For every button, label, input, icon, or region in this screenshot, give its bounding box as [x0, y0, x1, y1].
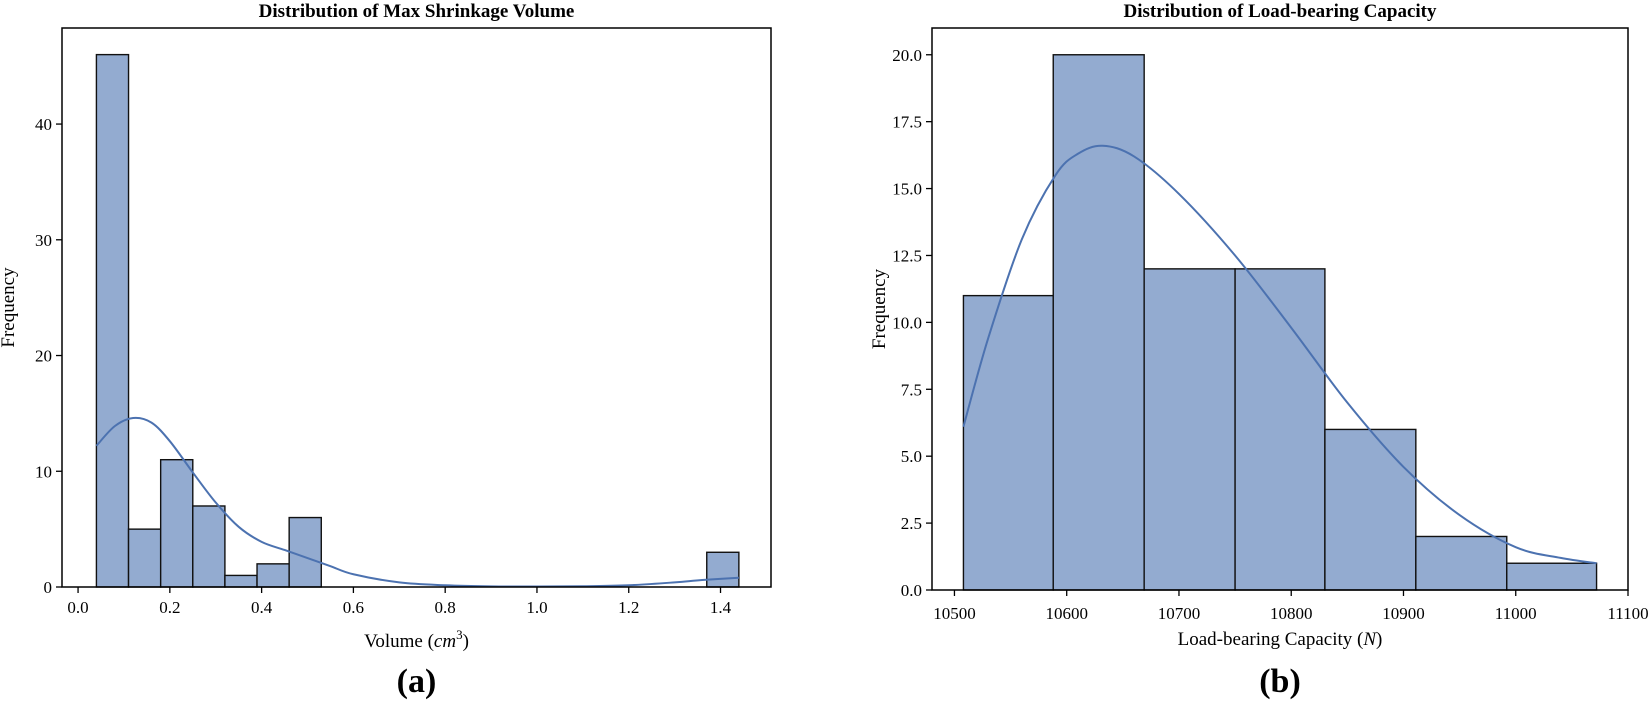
x-tick-label: 0.6 — [343, 598, 364, 617]
chart-a-title: Distribution of Max Shrinkage Volume — [259, 1, 575, 22]
histogram-bar — [256, 563, 290, 588]
y-tick-label: 20 — [35, 347, 52, 366]
y-tick-label: 17.5 — [892, 113, 922, 132]
histogram-bar — [159, 458, 194, 588]
histogram-bar — [962, 294, 1054, 591]
y-tick-label: 0.0 — [901, 581, 922, 600]
chart-b-xlabel: Load-bearing Capacity (N) — [1178, 629, 1383, 650]
x-tick-label: 0.2 — [159, 598, 180, 617]
x-tick-label: 10900 — [1382, 604, 1425, 623]
chart-b-frame — [931, 27, 1629, 591]
y-tick-label: 30 — [35, 231, 52, 250]
x-tick-label: 0.8 — [435, 598, 456, 617]
histogram-bar — [1324, 428, 1417, 591]
x-tick-label: 1.0 — [526, 598, 547, 617]
chart-a-ylabel: Frequency — [0, 267, 19, 348]
x-tick-label: 10500 — [933, 604, 976, 623]
histogram-bar — [95, 53, 130, 588]
x-tick-label: 10800 — [1270, 604, 1313, 623]
x-tick-label: 10700 — [1158, 604, 1201, 623]
x-tick-label: 1.4 — [710, 598, 732, 617]
histogram-bar — [224, 574, 258, 588]
y-tick-label: 40 — [35, 115, 52, 134]
y-tick-label: 10.0 — [892, 313, 922, 332]
x-tick-label: 0.4 — [251, 598, 273, 617]
kde-curve — [95, 416, 739, 588]
histogram-bar — [127, 528, 162, 588]
panel-b: Distribution of Load-bearing Capacity Fr… — [869, 1, 1649, 700]
y-tick-label: 20.0 — [892, 46, 922, 65]
panel-b-label: (b) — [1259, 663, 1301, 700]
y-tick-label: 10 — [35, 462, 52, 481]
chart-a-xlabel: Volume (cm3) — [364, 627, 469, 652]
x-tick-label: 11100 — [1607, 604, 1648, 623]
histogram-bar — [192, 505, 226, 588]
chart-a-bars — [95, 53, 740, 588]
y-tick-label: 2.5 — [901, 514, 922, 533]
x-tick-label: 11000 — [1495, 604, 1537, 623]
chart-a-frame — [61, 27, 772, 588]
y-tick-label: 0 — [44, 578, 53, 597]
histogram-bar — [1234, 268, 1326, 591]
chart-b-ylabel: Frequency — [869, 268, 890, 349]
y-tick-label: 7.5 — [901, 380, 922, 399]
chart-b-title: Distribution of Load-bearing Capacity — [1124, 1, 1437, 22]
panel-a: Distribution of Max Shrinkage Volume Fre… — [0, 1, 772, 700]
y-tick-label: 12.5 — [892, 246, 922, 265]
y-tick-label: 5.0 — [901, 447, 922, 466]
histogram-bar — [1415, 535, 1508, 591]
histogram-bar — [1052, 54, 1145, 591]
histogram-bar — [706, 551, 740, 588]
histogram-bar — [1506, 562, 1598, 591]
histogram-bar — [1143, 268, 1236, 591]
x-tick-label: 1.2 — [618, 598, 639, 617]
kde-curve — [962, 144, 1597, 565]
chart-b-bars — [962, 54, 1598, 591]
y-tick-label: 15.0 — [892, 180, 922, 199]
panel-a-label: (a) — [397, 663, 437, 700]
x-tick-label: 10600 — [1045, 604, 1088, 623]
x-tick-label: 0.0 — [67, 598, 88, 617]
